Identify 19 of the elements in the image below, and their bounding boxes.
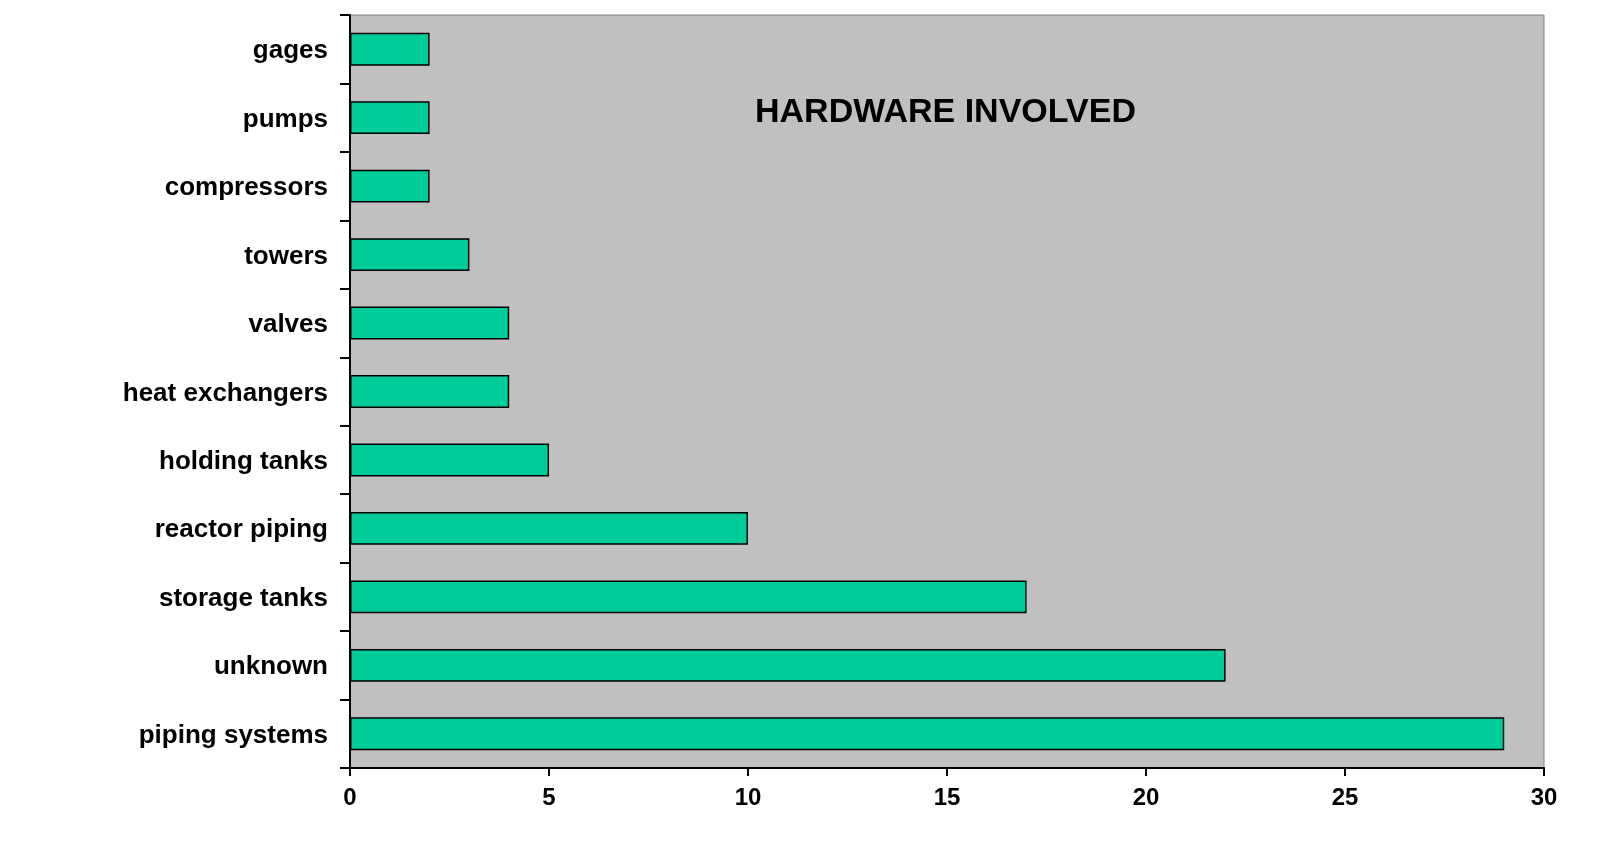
y-tick-label: pumps — [242, 102, 328, 133]
text: HARDWARE INVOLVED — [755, 91, 1136, 129]
x-tick-label: 10 — [734, 782, 762, 810]
x-tick-label: 30 — [1530, 782, 1558, 810]
y-tick-label: unknown — [213, 650, 328, 681]
y-tick-label: compressors — [164, 171, 328, 202]
y-tick-label: valves — [248, 308, 328, 339]
x-tick-label: 0 — [343, 782, 357, 810]
y-tick-label: heat exchangers — [122, 376, 328, 407]
y-tick-label: holding tanks — [159, 444, 328, 475]
y-tick-label: storage tanks — [158, 581, 328, 612]
y-tick-label: towers — [244, 239, 328, 270]
x-tick-label: 5 — [542, 782, 556, 810]
x-tick-label: 25 — [1331, 782, 1359, 810]
x-tick-label: 20 — [1132, 782, 1160, 810]
x-tick-label: 15 — [933, 782, 961, 810]
y-tick-label: reactor piping — [154, 513, 328, 544]
y-tick-label: gages — [252, 34, 328, 65]
y-tick-label: piping systems — [138, 718, 328, 749]
